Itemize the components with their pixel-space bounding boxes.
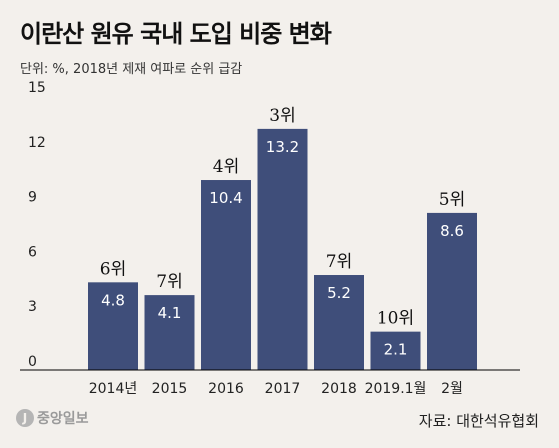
y-tick-label: 9 (28, 190, 37, 206)
y-tick-label: 0 (28, 354, 37, 370)
bar (257, 128, 308, 370)
bar-value-label: 8.6 (440, 222, 464, 240)
chart-unit-note: 단위: %, 2018년 제재 여파로 순위 급감 (20, 62, 243, 77)
rank-label: 7위 (156, 272, 182, 292)
bar (144, 295, 195, 370)
source-note: 자료: 대한석유협회 (418, 412, 539, 430)
bar (427, 212, 477, 370)
y-tick-label: 12 (28, 135, 46, 151)
rank-label: 4위 (213, 157, 239, 177)
bar (370, 331, 421, 370)
x-tick-label: 2014년 (89, 381, 138, 397)
y-axis-ticks: 0 3 6 9 12 15 (28, 80, 46, 370)
bar (201, 180, 251, 370)
bar-value-label: 10.4 (209, 189, 242, 207)
y-tick-label: 15 (28, 80, 46, 96)
bar (88, 282, 138, 370)
bar-value-label: 13.2 (266, 138, 299, 156)
rank-labels: 6위 7위 4위 3위 7위 10위 5위 (100, 106, 465, 329)
chart-title: 이란산 원유 국내 도입 비중 변화 (20, 20, 332, 48)
logo-text: 중앙일보 (37, 411, 89, 427)
x-tick-label: 2015 (152, 381, 188, 397)
bar-value-label: 4.8 (101, 291, 125, 309)
x-tick-label: 2016 (208, 381, 244, 397)
joongang-logo: J 중앙일보 (16, 408, 89, 428)
rank-label: 10위 (377, 309, 414, 329)
bar-value-labels: 4.8 4.1 10.4 13.2 5.2 2.1 8.6 (101, 138, 464, 359)
joongang-logo-icon: J (16, 409, 34, 427)
rank-label: 6위 (100, 259, 126, 279)
x-tick-label: 2월 (441, 381, 463, 397)
bar-value-label: 2.1 (384, 341, 408, 359)
bars (88, 128, 477, 370)
x-tick-label: 2018 (321, 381, 357, 397)
bar (314, 275, 364, 370)
rank-label: 7위 (326, 252, 352, 272)
y-tick-label: 6 (28, 244, 37, 260)
rank-label: 3위 (269, 106, 295, 126)
bar-value-label: 5.2 (327, 284, 351, 302)
y-tick-label: 3 (28, 299, 37, 315)
x-axis-ticks: 2014년 2015 2016 2017 2018 2019.1월 2월 (89, 381, 463, 397)
x-tick-label: 2017 (265, 381, 301, 397)
x-tick-label: 2019.1월 (365, 381, 427, 397)
rank-label: 5위 (439, 190, 465, 210)
bar-value-label: 4.1 (158, 304, 182, 322)
